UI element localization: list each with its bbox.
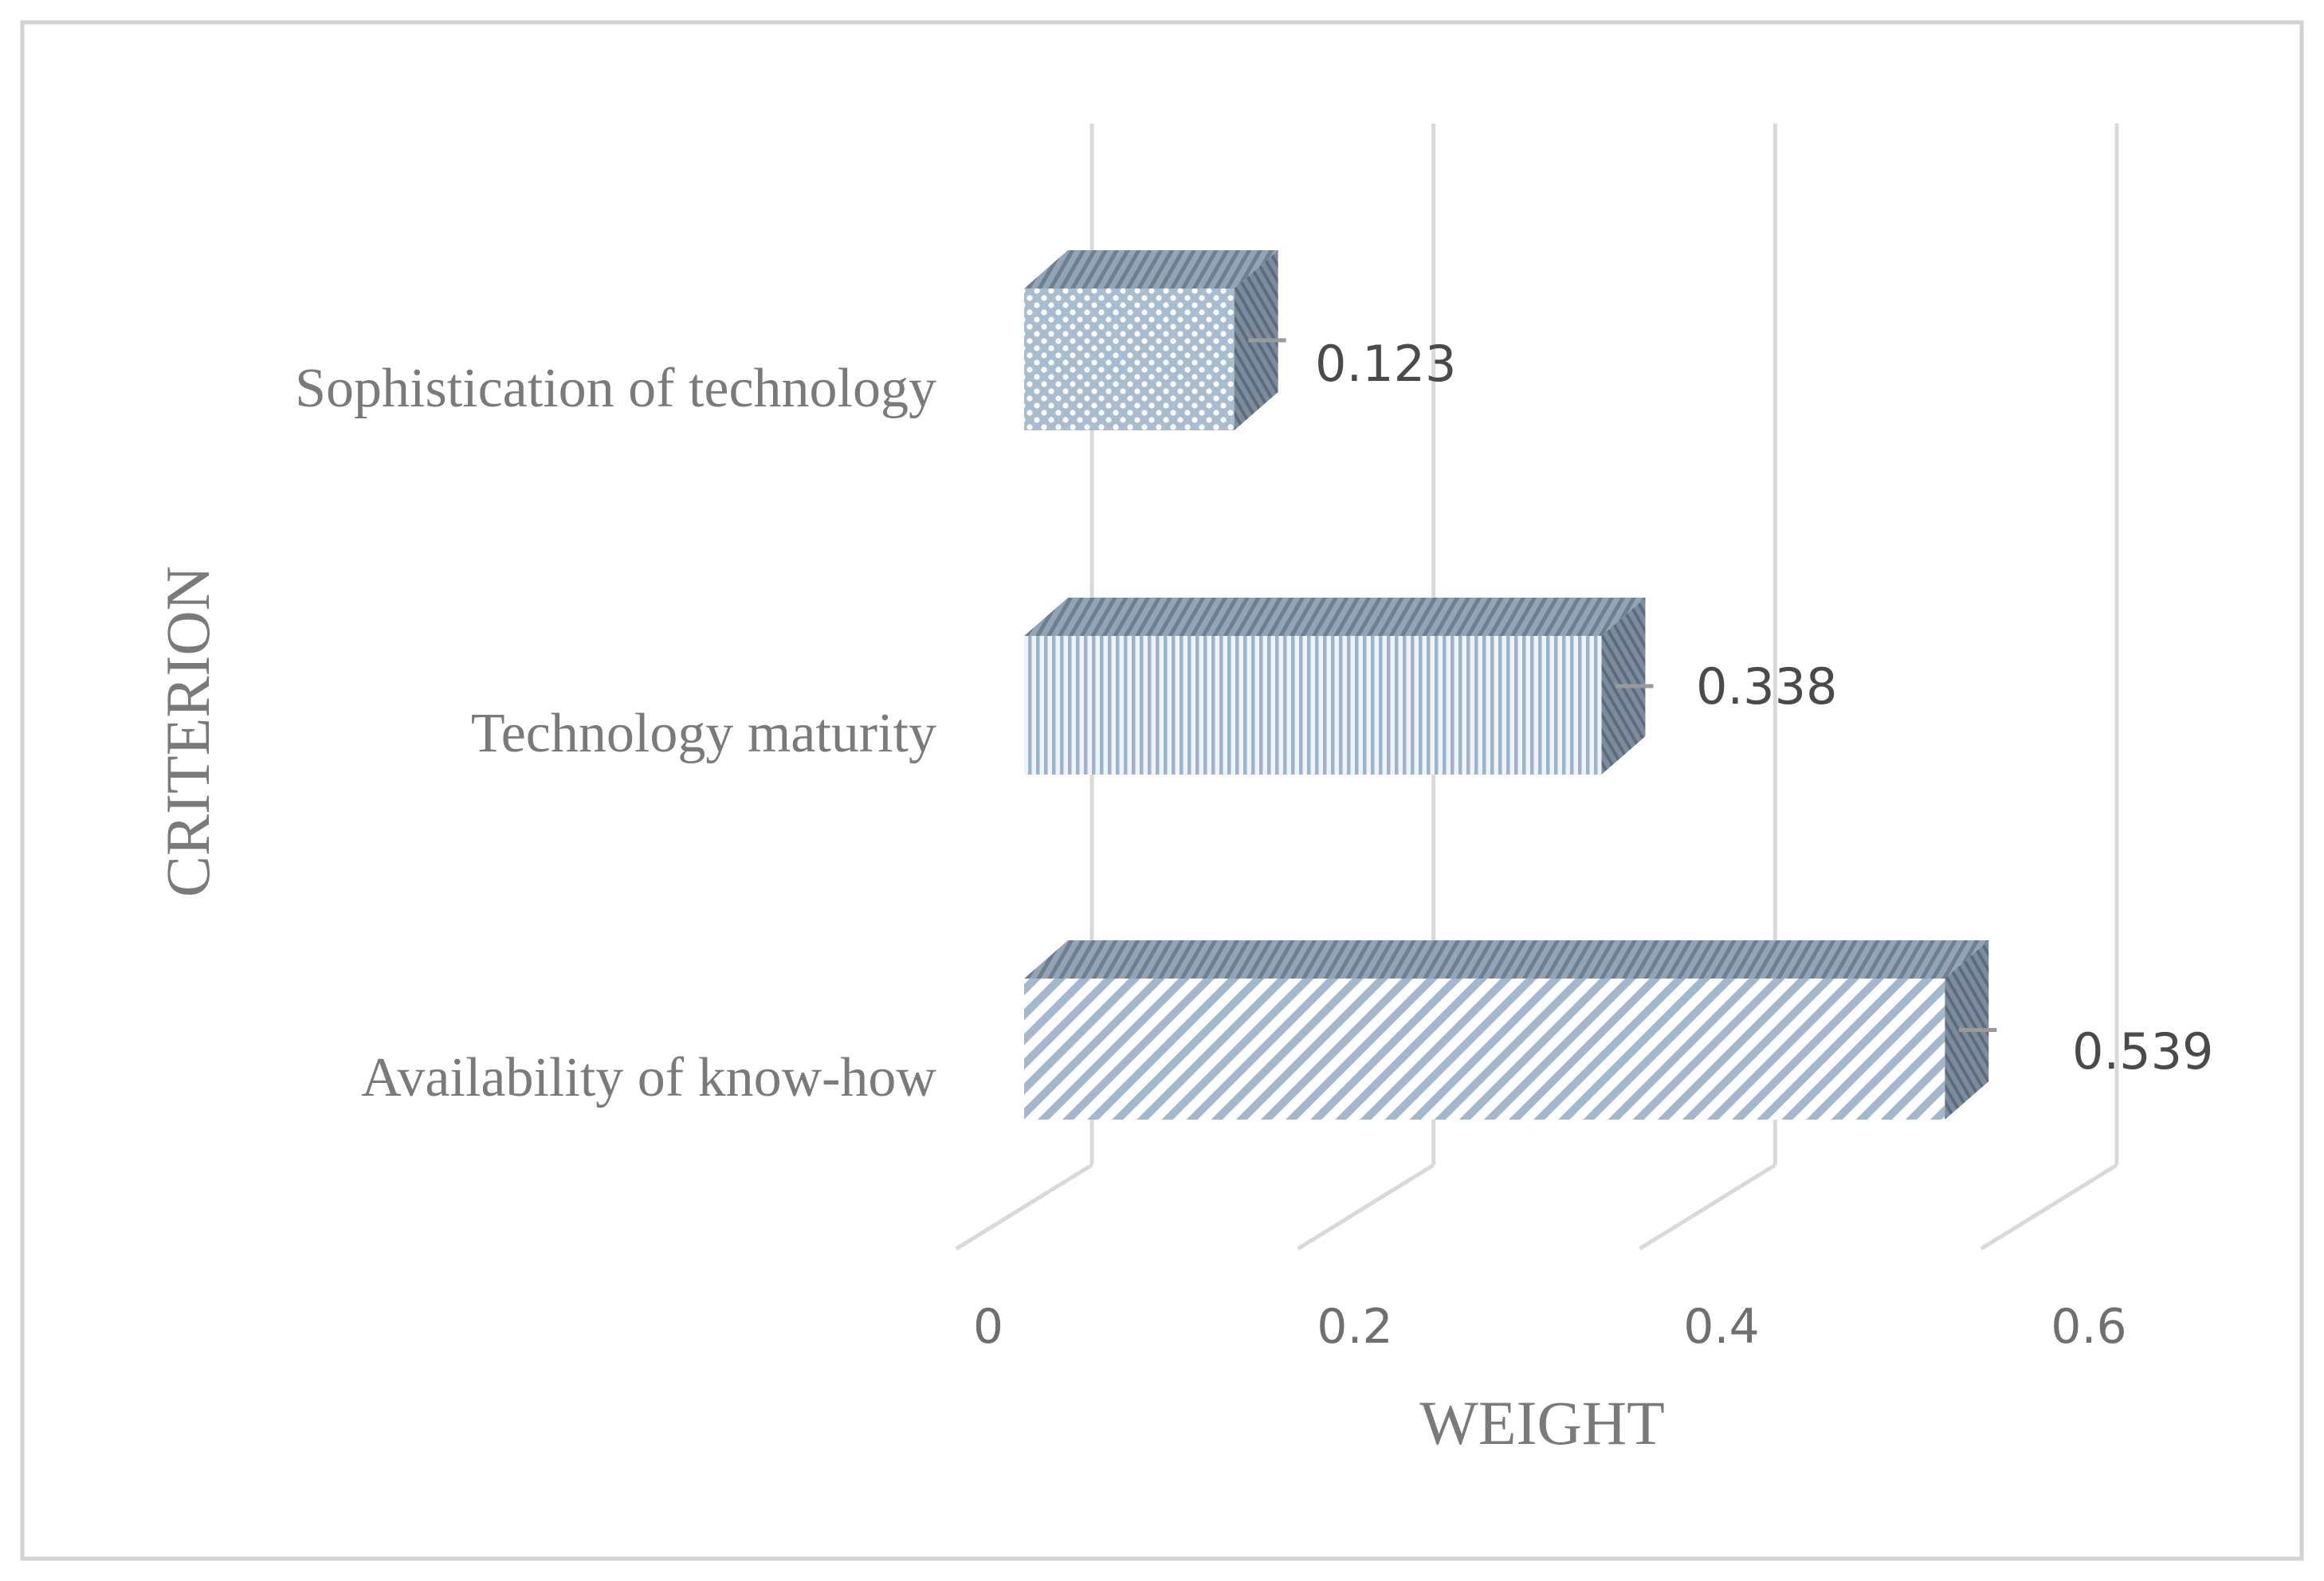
x-axis-title: WEIGHT: [1419, 1388, 1665, 1457]
gridline-floor-1: [1297, 1163, 1435, 1251]
y-axis-title: CRITERION: [153, 566, 222, 897]
data-label-know-how: 0.539: [2072, 1022, 2214, 1081]
bar-maturity: [1024, 598, 1654, 775]
category-labels: Sophistication of technology Technology …: [295, 358, 936, 1108]
bar-front-maturity: [1024, 636, 1602, 775]
bar-front-know-how: [1024, 979, 1945, 1120]
bar-sophistication: [1024, 250, 1286, 430]
data-label-sophistication: 0.123: [1315, 335, 1457, 393]
gridline-floor-2: [1639, 1163, 1776, 1251]
data-label-maturity: 0.338: [1696, 657, 1838, 716]
bars: [1024, 250, 1997, 1120]
x-tick-labels: 0 0.2 0.4 0.6: [973, 1299, 2127, 1355]
gridline-floor-3: [1980, 1163, 2118, 1251]
bar-top-maturity: [1024, 598, 1646, 636]
gridline-floor-0: [955, 1163, 1093, 1251]
category-label-sophistication: Sophistication of technology: [295, 358, 936, 419]
category-label-know-how: Availability of know-how: [361, 1047, 936, 1108]
bar-front-sophistication: [1024, 288, 1235, 430]
bar-know-how: [1024, 940, 1997, 1120]
data-labels: 0.123 0.338 0.539: [1315, 335, 2214, 1081]
x-tick-label-2: 0.4: [1683, 1299, 1759, 1355]
bar-top-know-how: [1024, 940, 1989, 979]
x-tick-label-1: 0.2: [1317, 1299, 1392, 1355]
category-label-maturity: Technology maturity: [471, 703, 936, 764]
x-tick-label-3: 0.6: [2051, 1299, 2126, 1355]
x-tick-label-0: 0: [973, 1299, 1003, 1355]
bar-top-sophistication: [1024, 250, 1278, 288]
